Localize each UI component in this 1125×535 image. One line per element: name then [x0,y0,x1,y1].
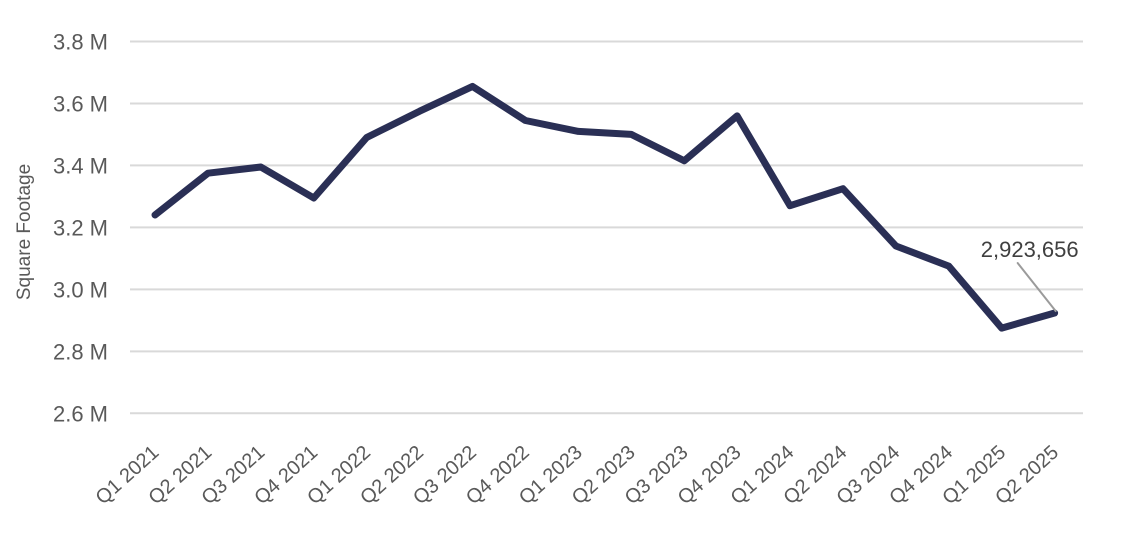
y-axis-labels: 3.8 M 3.6 M 3.4 M 3.2 M 3.0 M 2.8 M 2.6 M [53,30,108,427]
y-axis-title: Square Footage [14,164,35,300]
y-tick-label: 2.6 M [53,401,108,426]
y-tick-label: 3.2 M [53,215,108,240]
series-line [151,82,1059,332]
y-tick-label: 3.6 M [53,91,108,116]
annotation: 2,923,656 [981,237,1079,313]
y-tick-label: 2.8 M [53,339,108,364]
annotation-leader-line [1016,262,1057,313]
y-tick-label: 3.4 M [53,153,108,178]
y-tick-label: 3.8 M [53,30,108,55]
y-tick-label: 3.0 M [53,277,108,302]
gridlines [130,40,1083,415]
annotation-label: 2,923,656 [981,237,1079,262]
